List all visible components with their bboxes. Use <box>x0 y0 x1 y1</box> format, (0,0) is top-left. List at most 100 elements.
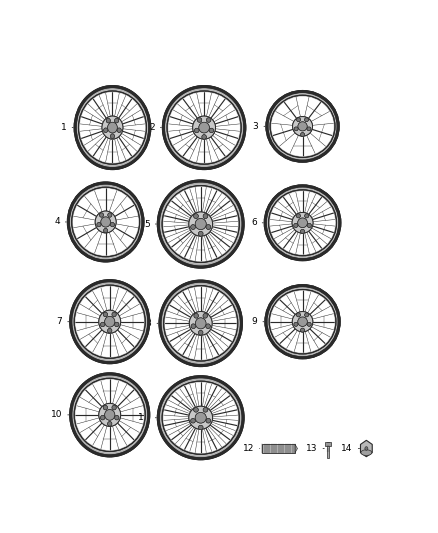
Ellipse shape <box>194 128 199 133</box>
Ellipse shape <box>297 118 300 122</box>
Ellipse shape <box>189 406 212 429</box>
Ellipse shape <box>294 223 298 228</box>
Ellipse shape <box>103 406 107 410</box>
Text: 11: 11 <box>138 413 156 422</box>
Ellipse shape <box>105 409 115 420</box>
Ellipse shape <box>203 408 208 412</box>
Ellipse shape <box>297 313 300 317</box>
Ellipse shape <box>108 122 117 133</box>
Ellipse shape <box>194 408 198 412</box>
Ellipse shape <box>112 312 116 317</box>
Ellipse shape <box>101 415 105 420</box>
Text: 8: 8 <box>146 319 158 328</box>
Ellipse shape <box>202 135 206 139</box>
Ellipse shape <box>298 218 307 228</box>
Ellipse shape <box>195 219 206 230</box>
Ellipse shape <box>108 422 112 426</box>
Text: 7: 7 <box>57 317 69 326</box>
Ellipse shape <box>191 324 196 328</box>
Ellipse shape <box>194 214 198 219</box>
Ellipse shape <box>206 225 211 229</box>
Ellipse shape <box>297 214 300 218</box>
Ellipse shape <box>199 122 209 133</box>
Ellipse shape <box>297 313 300 317</box>
Ellipse shape <box>191 225 195 229</box>
Ellipse shape <box>292 312 313 332</box>
Ellipse shape <box>115 415 119 420</box>
Ellipse shape <box>300 328 304 332</box>
Ellipse shape <box>298 122 307 131</box>
Ellipse shape <box>117 128 121 133</box>
Ellipse shape <box>203 214 208 219</box>
Ellipse shape <box>108 213 112 217</box>
Ellipse shape <box>298 317 307 326</box>
Ellipse shape <box>195 413 206 423</box>
Ellipse shape <box>104 128 108 133</box>
Ellipse shape <box>198 231 203 236</box>
Text: 4: 4 <box>54 217 66 227</box>
Ellipse shape <box>105 317 115 327</box>
Ellipse shape <box>115 415 119 420</box>
Ellipse shape <box>194 214 198 219</box>
Ellipse shape <box>206 324 210 328</box>
Ellipse shape <box>189 311 212 335</box>
Ellipse shape <box>198 425 203 430</box>
Ellipse shape <box>294 322 298 326</box>
Ellipse shape <box>115 118 119 123</box>
Ellipse shape <box>101 217 110 227</box>
Ellipse shape <box>104 128 108 133</box>
Ellipse shape <box>203 214 208 219</box>
Ellipse shape <box>294 223 298 228</box>
Ellipse shape <box>194 128 199 133</box>
Ellipse shape <box>297 118 300 122</box>
Ellipse shape <box>110 222 114 227</box>
Ellipse shape <box>298 218 307 228</box>
Ellipse shape <box>191 418 195 423</box>
Ellipse shape <box>300 229 304 233</box>
Ellipse shape <box>209 128 214 133</box>
Ellipse shape <box>195 318 206 329</box>
Ellipse shape <box>112 312 116 317</box>
Ellipse shape <box>99 213 103 217</box>
Polygon shape <box>295 445 297 453</box>
Ellipse shape <box>106 118 110 123</box>
Ellipse shape <box>203 313 208 318</box>
Ellipse shape <box>195 413 206 423</box>
Ellipse shape <box>102 116 123 139</box>
Ellipse shape <box>97 222 101 227</box>
Ellipse shape <box>195 318 206 329</box>
Ellipse shape <box>194 313 198 318</box>
Ellipse shape <box>106 118 110 123</box>
Ellipse shape <box>110 222 114 227</box>
Ellipse shape <box>198 231 203 236</box>
Ellipse shape <box>292 312 313 332</box>
Ellipse shape <box>197 118 202 122</box>
Ellipse shape <box>102 116 123 139</box>
Ellipse shape <box>193 116 215 139</box>
Text: 6: 6 <box>251 219 263 227</box>
Ellipse shape <box>300 229 304 233</box>
Ellipse shape <box>104 229 108 233</box>
Text: 14: 14 <box>341 444 360 453</box>
Ellipse shape <box>203 313 208 318</box>
Ellipse shape <box>293 117 313 136</box>
Ellipse shape <box>206 118 211 122</box>
Ellipse shape <box>95 211 116 233</box>
Ellipse shape <box>194 313 198 318</box>
Ellipse shape <box>110 134 114 139</box>
Ellipse shape <box>292 213 313 233</box>
Ellipse shape <box>305 214 309 218</box>
Ellipse shape <box>101 415 105 420</box>
Ellipse shape <box>206 418 211 423</box>
Ellipse shape <box>105 317 115 327</box>
Ellipse shape <box>104 229 108 233</box>
Ellipse shape <box>294 127 298 131</box>
Ellipse shape <box>189 212 212 236</box>
Ellipse shape <box>103 406 107 410</box>
Ellipse shape <box>194 408 198 412</box>
Ellipse shape <box>191 324 196 328</box>
Text: 3: 3 <box>253 122 265 131</box>
Text: 2: 2 <box>149 123 162 132</box>
Ellipse shape <box>195 219 206 230</box>
Ellipse shape <box>198 330 203 335</box>
